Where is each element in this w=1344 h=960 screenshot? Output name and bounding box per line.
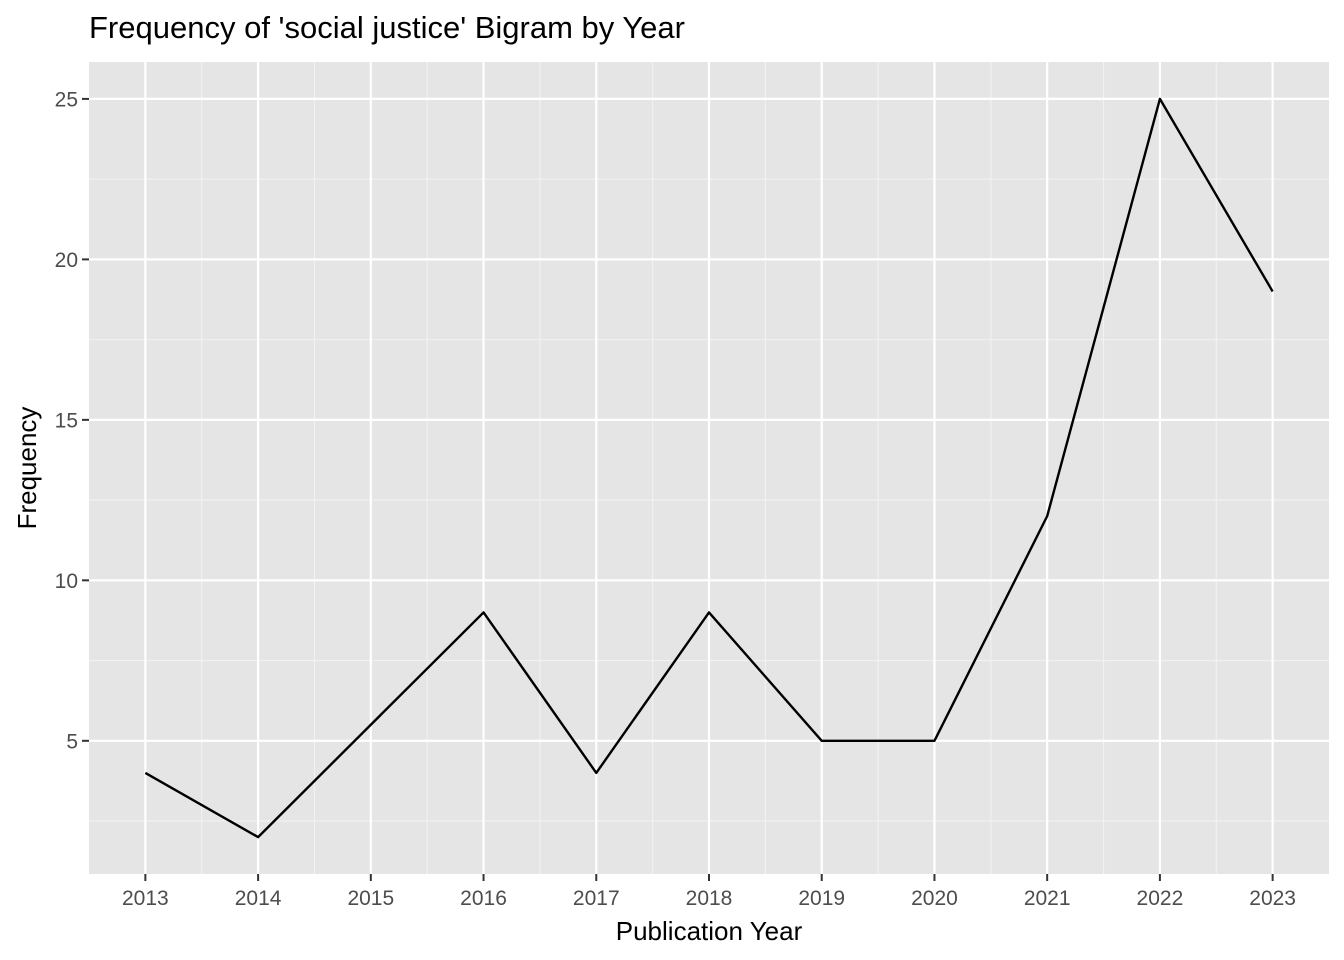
y-tick-label: 5 (66, 730, 78, 753)
x-tick-label: 2018 (686, 887, 733, 910)
x-tick-label: 2016 (460, 887, 507, 910)
series-layer (144, 97, 1274, 839)
y-tick-label: 10 (55, 570, 78, 593)
x-axis: 2013 2014 2015 2016 2017 2018 2019 2020 2021 2022… (122, 874, 1296, 910)
x-tick-label: 2023 (1249, 887, 1296, 910)
x-tick-label: 2015 (347, 887, 394, 910)
x-tick-label: 2017 (573, 887, 620, 910)
x-tick-label: 2019 (798, 887, 845, 910)
x-tick-label: 2020 (911, 887, 958, 910)
y-axis-title: Frequency (12, 407, 42, 530)
y-tick-label: 15 (55, 409, 78, 432)
x-tick-label: 2013 (122, 887, 169, 910)
y-tick-label: 25 (55, 88, 78, 111)
major-gridlines (89, 62, 1329, 874)
chart-title: Frequency of 'social justice' Bigram by … (89, 10, 685, 45)
x-tick-label: 2021 (1024, 887, 1071, 910)
y-tick-label: 20 (55, 249, 78, 272)
x-tick-label: 2014 (235, 887, 282, 910)
x-tick-label: 2022 (1137, 887, 1184, 910)
x-axis-title: Publication Year (616, 916, 803, 946)
y-axis: 5 10 15 20 25 (55, 88, 89, 753)
